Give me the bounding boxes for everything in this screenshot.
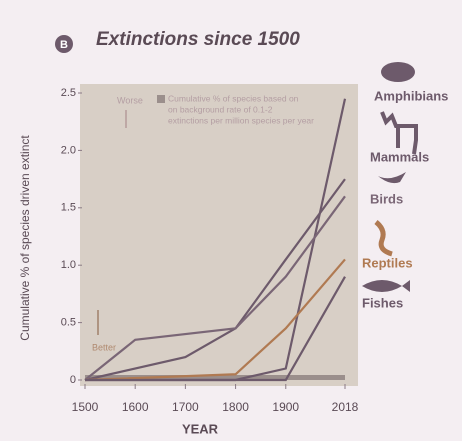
background-swatch (157, 95, 165, 103)
panel-letter: B (60, 39, 68, 51)
x-tick-label: 1800 (222, 400, 249, 414)
worse-annotation: Worse (117, 95, 143, 105)
background-note: Cumulative % of species based on (168, 93, 299, 103)
x-tick-label: 1700 (172, 400, 199, 414)
y-tick-label: 1.0 (61, 259, 76, 271)
background-note: extinctions per million species per year (168, 115, 314, 125)
x-tick-label: 1500 (72, 400, 99, 414)
chart: B Extinctions since 1500 Cumulative % of… (0, 0, 462, 441)
series-label: Amphibians (374, 88, 448, 103)
y-tick-label: 0 (70, 374, 76, 386)
background-note: on background rate of 0.1-2 (168, 104, 273, 114)
x-tick-label: 1900 (272, 400, 299, 414)
chart-title: Extinctions since 1500 (96, 29, 300, 50)
series-label: Fishes (362, 295, 403, 310)
series-label: Reptiles (362, 255, 413, 270)
y-tick-label: 2.5 (61, 87, 76, 99)
x-tick-label: 1600 (122, 400, 149, 414)
page: {"chart_data": {"type": "line", "panel":… (0, 0, 462, 441)
x-tick-label: 2018 (332, 400, 359, 414)
y-tick-label: 2.0 (61, 144, 76, 156)
better-annotation: Better (92, 342, 116, 352)
amphibian-icon (381, 62, 415, 82)
y-axis-label: Cumulative % of species driven extinct (18, 135, 32, 341)
y-tick-label: 1.5 (61, 202, 76, 214)
series-label: Birds (370, 191, 403, 206)
series-label: Mammals (370, 149, 429, 164)
x-axis-label: YEAR (182, 421, 219, 436)
y-tick-label: 0.5 (61, 317, 76, 329)
